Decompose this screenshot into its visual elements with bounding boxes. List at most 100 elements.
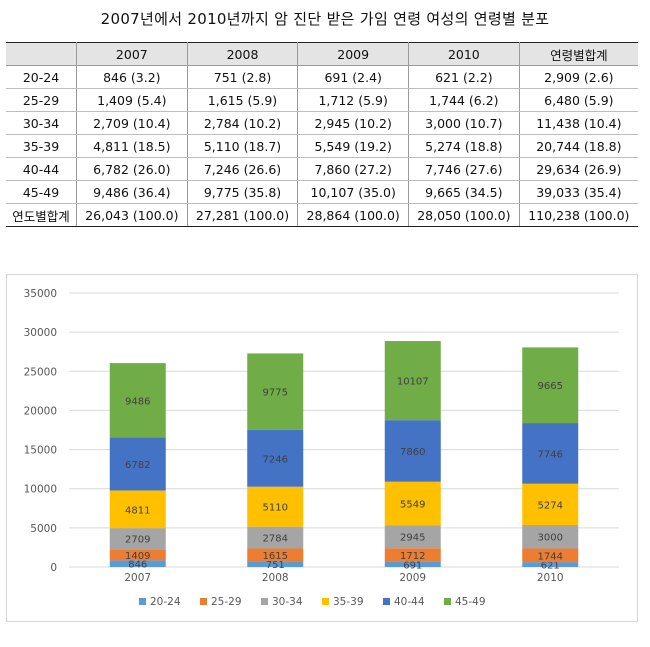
bar-segment: [384, 525, 441, 549]
distribution-table: 2007 2008 2009 2010 연령별합계 20-24 846 (3.2…: [6, 42, 638, 227]
table-corner-header: [6, 42, 77, 66]
bar-segment: [522, 483, 579, 525]
data-label: 1409: [125, 551, 150, 562]
table-cell: 9,775 (35.8): [187, 180, 299, 204]
legend-swatch: [200, 598, 207, 605]
x-tick-label: 2009: [399, 572, 426, 584]
legend-swatch: [322, 598, 329, 605]
bar-segment: [247, 548, 304, 562]
table-cell: 2,945 (10.2): [297, 111, 410, 135]
bar-segment: [384, 420, 441, 482]
bar-segment: [109, 560, 166, 567]
page-title: 2007년에서 2010년까지 암 진단 받은 가임 연령 여성의 연령별 분포: [100, 10, 550, 28]
y-tick-label: 10000: [24, 484, 57, 496]
data-label: 9665: [538, 381, 563, 392]
table-cell: 9,665 (34.5): [408, 180, 520, 204]
data-label: 3000: [538, 533, 563, 544]
bar-segment: [247, 526, 304, 549]
data-label: 9775: [263, 388, 288, 399]
chart-container: 0 5000 10000 15000 20000 25000 30000 35000 846 14…: [6, 274, 638, 622]
bar-segment: [522, 548, 579, 563]
data-label: 1712: [400, 551, 425, 562]
data-label: 6782: [125, 460, 150, 471]
table-cell: 3,000 (10.7): [408, 111, 520, 135]
bar-segment: [247, 353, 304, 430]
bar-segment: [109, 437, 166, 491]
row-label: 40-44: [6, 157, 77, 181]
table-header-2009: 2009: [297, 42, 410, 66]
table-cell: 4,811 (18.5): [76, 134, 188, 158]
table-cell: 751 (2.8): [187, 65, 299, 89]
table-cell: 28,864 (100.0): [297, 203, 410, 227]
table-cell: 11,438 (10.4): [519, 111, 638, 135]
bar-segment: [247, 429, 304, 487]
table-cell: 5,274 (18.8): [408, 134, 520, 158]
bar-segment: [384, 548, 441, 562]
table-cell: 7,746 (27.6): [408, 157, 520, 181]
data-label: 7746: [538, 449, 563, 460]
data-label: 2945: [400, 533, 425, 544]
table-cell: 1,744 (6.2): [408, 88, 520, 112]
table-cell: 691 (2.4): [297, 65, 410, 89]
table-cell: 26,043 (100.0): [76, 203, 188, 227]
table-cell: 6,782 (26.0): [76, 157, 188, 181]
legend-swatch: [261, 598, 268, 605]
legend-label: 25-29: [211, 596, 242, 608]
bar-segment: [522, 524, 579, 549]
table-header-row: 2007 2008 2009 2010 연령별합계: [6, 42, 638, 66]
table-cell: 7,860 (27.2): [297, 157, 410, 181]
data-label: 2784: [263, 534, 288, 545]
data-label: 691: [403, 560, 422, 571]
bar-segment: [522, 562, 579, 567]
table-header-2008: 2008: [187, 42, 299, 66]
row-label: 연도별합계: [6, 203, 77, 227]
table-cell: 2,784 (10.2): [187, 111, 299, 135]
table-cell: 20,744 (18.8): [519, 134, 638, 158]
legend-label: 45-49: [455, 596, 486, 608]
bar-segment: [384, 481, 441, 526]
row-label: 20-24: [6, 65, 77, 89]
table-cell: 27,281 (100.0): [187, 203, 299, 227]
y-tick-label: 35000: [24, 288, 57, 300]
bar-segment: [247, 486, 304, 527]
data-label: 5274: [538, 500, 563, 511]
bar-segment: [109, 549, 166, 561]
table-cell: 1,409 (5.4): [76, 88, 188, 112]
table-header-total: 연령별합계: [519, 42, 638, 66]
y-tick-label: 0: [50, 562, 57, 574]
table-row: 30-34 2,709 (10.4) 2,784 (10.2) 2,945 (1…: [6, 111, 638, 135]
y-tick-label: 25000: [24, 366, 57, 378]
table-total-row: 연도별합계 26,043 (100.0) 27,281 (100.0) 28,8…: [6, 203, 638, 227]
legend-swatch: [139, 598, 146, 605]
table-cell: 10,107 (35.0): [297, 180, 410, 204]
table-row: 25-29 1,409 (5.4) 1,615 (5.9) 1,712 (5.9…: [6, 88, 638, 112]
data-label: 1615: [263, 551, 288, 562]
table-row: 20-24 846 (3.2) 751 (2.8) 691 (2.4) 621 …: [6, 65, 638, 89]
table-cell: 28,050 (100.0): [408, 203, 520, 227]
x-tick-label: 2007: [124, 572, 151, 584]
x-tick-label: 2008: [262, 572, 289, 584]
legend-label: 30-34: [272, 596, 303, 608]
data-label: 7246: [263, 454, 288, 465]
bar-segment: [384, 561, 441, 567]
bar-segment: [522, 347, 579, 424]
table-cell: 1,615 (5.9): [187, 88, 299, 112]
bar-segment: [109, 363, 166, 438]
table-cell: 7,246 (26.6): [187, 157, 299, 181]
legend-swatch: [444, 598, 451, 605]
legend-label: 35-39: [333, 596, 364, 608]
table-cell: 6,480 (5.9): [519, 88, 638, 112]
bar-segment: [109, 490, 166, 529]
x-tick-label: 2010: [537, 572, 564, 584]
bar-segment: [247, 561, 304, 567]
data-label: 2709: [125, 535, 150, 546]
table-cell: 110,238 (100.0): [519, 203, 638, 227]
legend-swatch: [383, 598, 390, 605]
table-header-2007: 2007: [76, 42, 188, 66]
table-cell: 2,909 (2.6): [519, 65, 638, 89]
data-label: 5110: [263, 503, 288, 514]
table-cell: 5,110 (18.7): [187, 134, 299, 158]
y-tick-label: 15000: [24, 445, 57, 457]
table-cell: 29,634 (26.9): [519, 157, 638, 181]
table-header-2010: 2010: [408, 42, 520, 66]
